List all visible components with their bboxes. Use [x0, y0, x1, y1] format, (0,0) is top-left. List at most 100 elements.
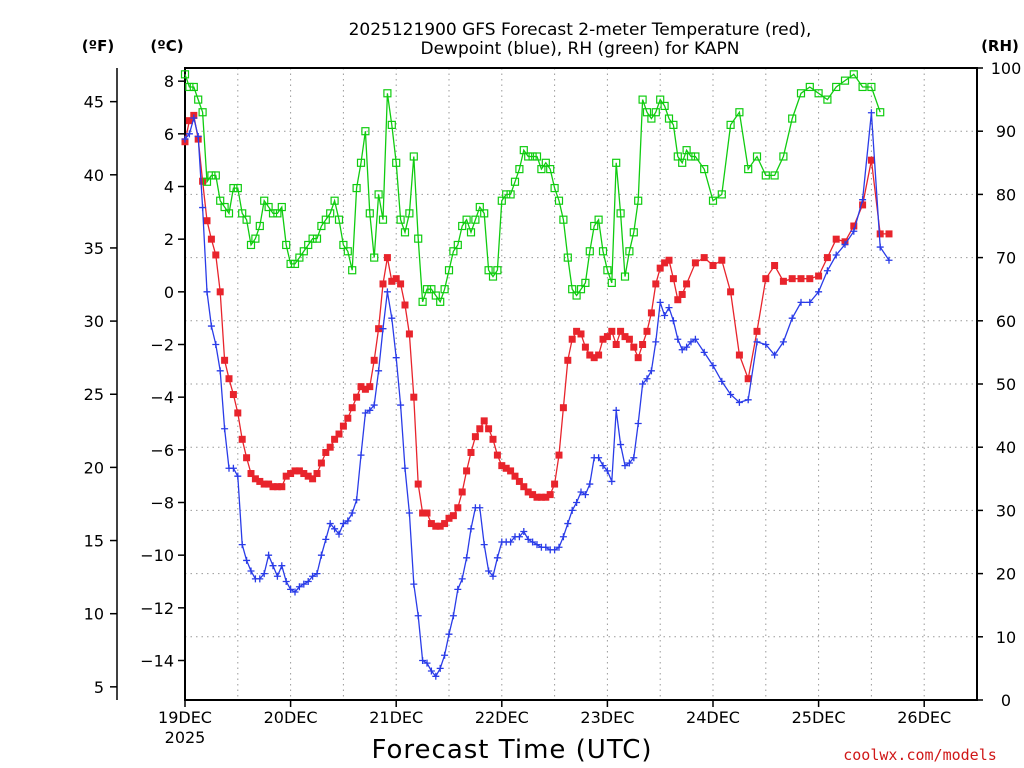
data-point [546, 491, 554, 499]
data-point [617, 441, 625, 449]
data-point [762, 275, 770, 283]
data-point [194, 132, 202, 140]
chart-title-line-1: 2025121900 GFS Forecast 2-meter Temperat… [349, 20, 812, 40]
fahrenheit-tick-label: 30 [84, 312, 104, 331]
data-point [691, 259, 699, 267]
data-point [859, 196, 867, 204]
celsius-tick-label: 2 [164, 230, 174, 249]
data-point [326, 209, 335, 218]
data-point [532, 152, 542, 161]
data-point [212, 341, 220, 348]
data-point [779, 152, 788, 161]
series-dewpoint [181, 109, 893, 680]
fahrenheit-tick-label: 40 [84, 166, 104, 185]
data-point [427, 667, 435, 675]
data-point [735, 351, 743, 359]
data-point [476, 504, 484, 512]
data-point [375, 325, 383, 333]
data-point [454, 504, 462, 512]
data-point [304, 240, 313, 250]
data-point [608, 477, 616, 485]
data-point [198, 108, 207, 117]
data-point [585, 247, 594, 256]
data-point [436, 522, 444, 530]
data-point [264, 202, 273, 212]
data-point [850, 222, 858, 230]
data-point [586, 351, 594, 359]
data-point [309, 475, 317, 483]
data-point [335, 530, 343, 538]
data-point [423, 509, 431, 517]
data-point [392, 158, 401, 167]
data-point [647, 367, 655, 375]
data-point [260, 570, 268, 578]
data-point [207, 235, 215, 243]
data-point [638, 95, 647, 104]
data-point [669, 317, 677, 325]
data-point [726, 120, 735, 129]
data-point [405, 330, 413, 338]
data-point [291, 467, 299, 475]
data-point [625, 335, 633, 343]
data-point [397, 401, 405, 409]
data-point [449, 512, 457, 520]
data-point [322, 535, 330, 543]
data-point [458, 221, 467, 231]
data-point [634, 196, 643, 205]
data-point [440, 285, 449, 294]
data-point [396, 215, 405, 224]
data-point [265, 551, 273, 559]
data-point [498, 462, 506, 470]
data-point [383, 288, 391, 296]
data-point [788, 314, 796, 322]
data-point [300, 470, 308, 478]
data-point [410, 393, 418, 401]
data-point [612, 341, 620, 348]
data-point [700, 254, 708, 262]
data-point [229, 391, 237, 399]
data-point [299, 247, 308, 256]
data-point [683, 343, 691, 351]
data-point [251, 234, 260, 243]
data-point [489, 435, 497, 443]
data-point [265, 480, 273, 488]
data-point [392, 275, 400, 283]
data-point [268, 209, 278, 218]
data-point [246, 240, 256, 250]
data-point [251, 475, 259, 483]
data-point [805, 82, 814, 92]
data-point [502, 190, 511, 199]
data-point [700, 165, 709, 174]
data-point [533, 541, 541, 549]
data-point [511, 472, 519, 480]
data-point [344, 517, 352, 525]
data-point [392, 354, 400, 362]
data-point [612, 406, 620, 414]
data-point [797, 275, 805, 283]
data-point [370, 401, 378, 409]
data-point [665, 304, 673, 312]
data-point [287, 585, 295, 593]
data-point [356, 158, 366, 167]
data-point [353, 496, 361, 504]
data-point [771, 351, 779, 359]
data-point [444, 266, 454, 275]
data-point [541, 158, 550, 167]
data-point [674, 296, 682, 304]
data-point [326, 443, 334, 451]
data-point [357, 451, 365, 459]
data-point [551, 546, 559, 554]
data-point [612, 158, 621, 167]
data-point [480, 541, 488, 549]
data-point [761, 171, 770, 180]
data-point [599, 462, 607, 470]
data-point [339, 240, 348, 250]
data-point [876, 230, 884, 238]
data-point [383, 254, 391, 262]
data-point [788, 114, 797, 123]
axis-ticks: −14−12−10−8−6−4−202468510152025303540450… [84, 59, 1022, 747]
data-point [370, 253, 379, 262]
data-point [295, 253, 304, 262]
data-point [652, 280, 660, 288]
